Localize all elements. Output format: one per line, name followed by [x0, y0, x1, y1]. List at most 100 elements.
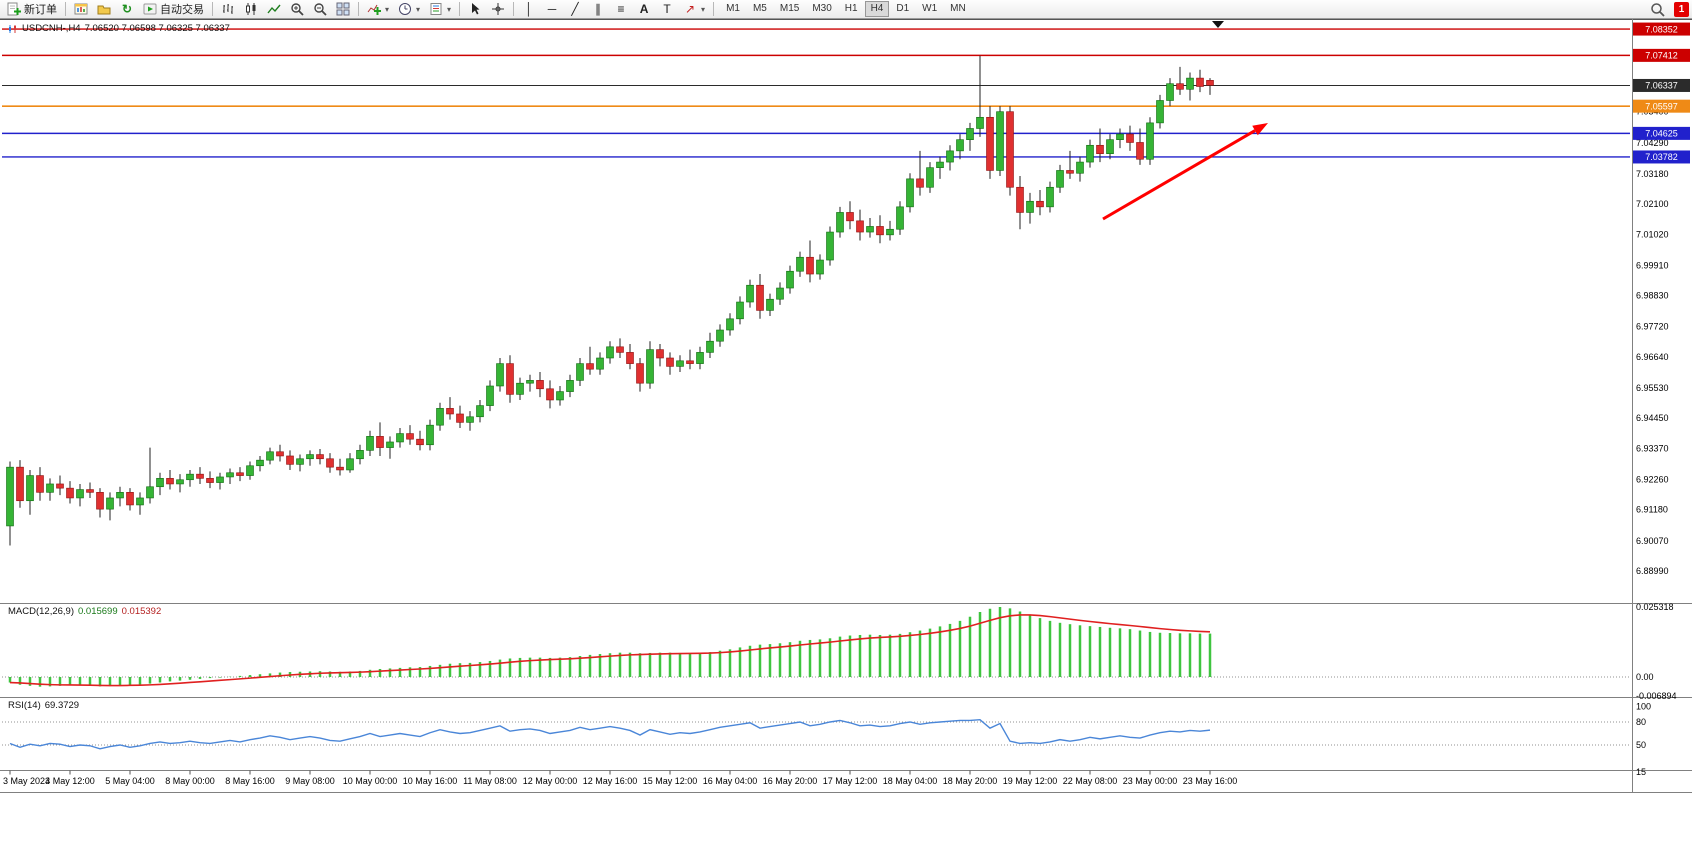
svg-text:7.02100: 7.02100 — [1636, 199, 1669, 209]
candles — [6, 55, 1214, 546]
templates-button[interactable]: ▾ — [425, 1, 455, 18]
symbol-period-label: USDCNH-,H4 — [22, 23, 81, 34]
svg-text:-0.006894: -0.006894 — [1636, 691, 1677, 701]
auto-trading-button[interactable]: 自动交易 — [139, 1, 208, 18]
macd-name: MACD(12,26,9) — [8, 606, 74, 617]
chart-shift-marker[interactable] — [1212, 21, 1224, 28]
channel-tool-button[interactable]: ∥ — [587, 1, 609, 18]
svg-text:3 May 2023: 3 May 2023 — [3, 776, 50, 786]
channel-icon: ∥ — [595, 2, 602, 16]
charts-window-icon — [74, 2, 88, 16]
svg-text:6.96640: 6.96640 — [1636, 352, 1669, 362]
fibonacci-icon: ≡ — [617, 2, 625, 16]
tile-windows-button[interactable] — [332, 1, 354, 18]
zoom-in-button[interactable] — [286, 1, 308, 18]
svg-text:15: 15 — [1636, 767, 1646, 777]
svg-text:5 May 04:00: 5 May 04:00 — [105, 776, 155, 786]
auto-trading-label: 自动交易 — [160, 4, 204, 16]
svg-text:6.93370: 6.93370 — [1636, 443, 1669, 453]
chart-title: USDCNH-,H4 7.06520 7.06598 7.06325 7.063… — [8, 23, 230, 34]
fibonacci-tool-button[interactable]: ≡ — [610, 1, 632, 18]
macd-main-value: 0.015699 — [78, 606, 118, 617]
timeframe-h1[interactable]: H1 — [844, 3, 858, 14]
svg-text:7.04625: 7.04625 — [1645, 129, 1678, 139]
svg-text:7.07412: 7.07412 — [1645, 51, 1678, 61]
indicators-icon — [367, 2, 381, 16]
new-order-button[interactable]: 新订单 — [3, 1, 61, 18]
label-icon: T — [663, 2, 671, 16]
timeframe-h4[interactable]: H4 — [864, 1, 890, 17]
charts-window-button[interactable] — [70, 1, 92, 18]
candlestick-chart-button[interactable] — [240, 1, 262, 18]
arrows-tool-button[interactable]: ↗ ▾ — [679, 1, 709, 18]
svg-text:10 May 00:00: 10 May 00:00 — [343, 776, 398, 786]
line-chart-button[interactable] — [263, 1, 285, 18]
vertical-line-tool-button[interactable]: │ — [518, 1, 540, 18]
indicators-button[interactable]: ▾ — [363, 1, 393, 18]
text-icon: A — [639, 2, 649, 16]
periods-button[interactable]: ▾ — [394, 1, 424, 18]
toolbar: 新订单 ↻ 自动交易 ▾ ▾ ▾ │ ─ ╱ ∥ ≡ A T ↗ ▾ M1 M5 M1… — [0, 0, 1692, 19]
svg-text:8 May 00:00: 8 May 00:00 — [165, 776, 215, 786]
timeframe-m1[interactable]: M1 — [726, 3, 740, 14]
timeframe-w1[interactable]: W1 — [922, 3, 938, 14]
refresh-button[interactable]: ↻ — [116, 1, 138, 18]
toolbar-separator — [212, 2, 213, 16]
timeframe-m15[interactable]: M15 — [779, 3, 800, 14]
trend-arrow[interactable] — [1102, 123, 1268, 221]
trendline-icon: ╱ — [571, 2, 579, 16]
trendline-tool-button[interactable]: ╱ — [564, 1, 586, 18]
text-tool-button[interactable]: A — [633, 1, 655, 18]
svg-text:7.01020: 7.01020 — [1636, 229, 1669, 239]
label-tool-button[interactable]: T — [656, 1, 678, 18]
rsi-value: 69.3729 — [44, 700, 80, 711]
rsi-line — [9, 718, 1211, 750]
svg-text:19 May 12:00: 19 May 12:00 — [1003, 776, 1058, 786]
svg-text:10 May 16:00: 10 May 16:00 — [403, 776, 458, 786]
svg-text:16 May 20:00: 16 May 20:00 — [763, 776, 818, 786]
notification-badge[interactable]: 1 — [1674, 1, 1689, 17]
horizontal-line-icon: ─ — [547, 2, 557, 16]
timeframe-mn[interactable]: MN — [950, 3, 966, 14]
toolbar-separator — [513, 2, 515, 16]
zoom-in-icon — [290, 2, 304, 16]
macd-signal-line — [9, 614, 1211, 687]
toolbar-separator — [459, 2, 461, 16]
svg-text:7.06337: 7.06337 — [1645, 81, 1678, 91]
svg-text:18 May 04:00: 18 May 04:00 — [883, 776, 938, 786]
timeframe-group: M1 M5 M15 M30 H1 H4 D1 W1 MN — [720, 1, 972, 17]
crosshair-button[interactable] — [487, 1, 509, 18]
profiles-button[interactable] — [93, 1, 115, 18]
bar-chart-icon — [221, 2, 235, 16]
cursor-button[interactable] — [464, 1, 486, 18]
timeframe-m5[interactable]: M5 — [752, 3, 767, 14]
bar-chart-button[interactable] — [217, 1, 239, 18]
svg-text:7.03180: 7.03180 — [1636, 169, 1669, 179]
svg-text:6.92260: 6.92260 — [1636, 474, 1669, 484]
macd-panel: 0.025318 0.00 -0.006894 — [2, 602, 1677, 701]
price-axis[interactable]: 7.054007.042907.031807.021007.010206.999… — [1633, 22, 1690, 576]
zoom-out-button[interactable] — [309, 1, 331, 18]
zoom-out-icon — [313, 2, 327, 16]
toolbar-separator — [65, 2, 66, 16]
chart-symbol-icon — [8, 24, 18, 34]
horizontal-line-tool-button[interactable]: ─ — [541, 1, 563, 18]
svg-text:12 May 16:00: 12 May 16:00 — [583, 776, 638, 786]
timeframe-m30[interactable]: M30 — [812, 3, 832, 14]
svg-text:8 May 16:00: 8 May 16:00 — [225, 776, 275, 786]
svg-text:100: 100 — [1636, 702, 1651, 712]
svg-text:17 May 12:00: 17 May 12:00 — [823, 776, 878, 786]
timeframe-d1[interactable]: D1 — [896, 3, 910, 14]
template-icon — [429, 2, 443, 16]
toolbar-separator — [358, 2, 359, 16]
chevron-down-icon: ▾ — [385, 4, 390, 14]
svg-text:4 May 12:00: 4 May 12:00 — [45, 776, 95, 786]
svg-text:16 May 04:00: 16 May 04:00 — [703, 776, 758, 786]
svg-text:7.08352: 7.08352 — [1645, 24, 1678, 34]
search-button[interactable] — [1646, 1, 1669, 18]
tile-windows-icon — [336, 2, 350, 16]
svg-text:23 May 00:00: 23 May 00:00 — [1123, 776, 1178, 786]
